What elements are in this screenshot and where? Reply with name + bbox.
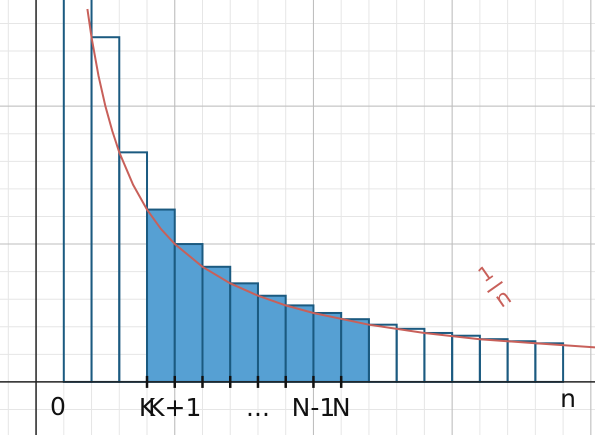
x-tick-label: K+1 — [148, 393, 201, 422]
x-tick-label: K — [139, 393, 156, 422]
bar — [201, 265, 232, 383]
x-tick-label: N-1 — [292, 393, 336, 422]
curve-line — [86, 8, 595, 349]
bar — [256, 294, 287, 383]
bar — [340, 318, 370, 383]
bar — [146, 208, 176, 383]
bar — [312, 311, 343, 383]
x-axis-label: n — [560, 384, 576, 413]
bar — [173, 243, 204, 383]
bar — [229, 282, 259, 383]
origin-label: 0 — [50, 392, 66, 421]
bar — [284, 304, 315, 383]
x-tick-label: N — [332, 393, 351, 422]
curve-label-bar — [487, 281, 503, 293]
x-tick-label: ... — [246, 393, 270, 422]
